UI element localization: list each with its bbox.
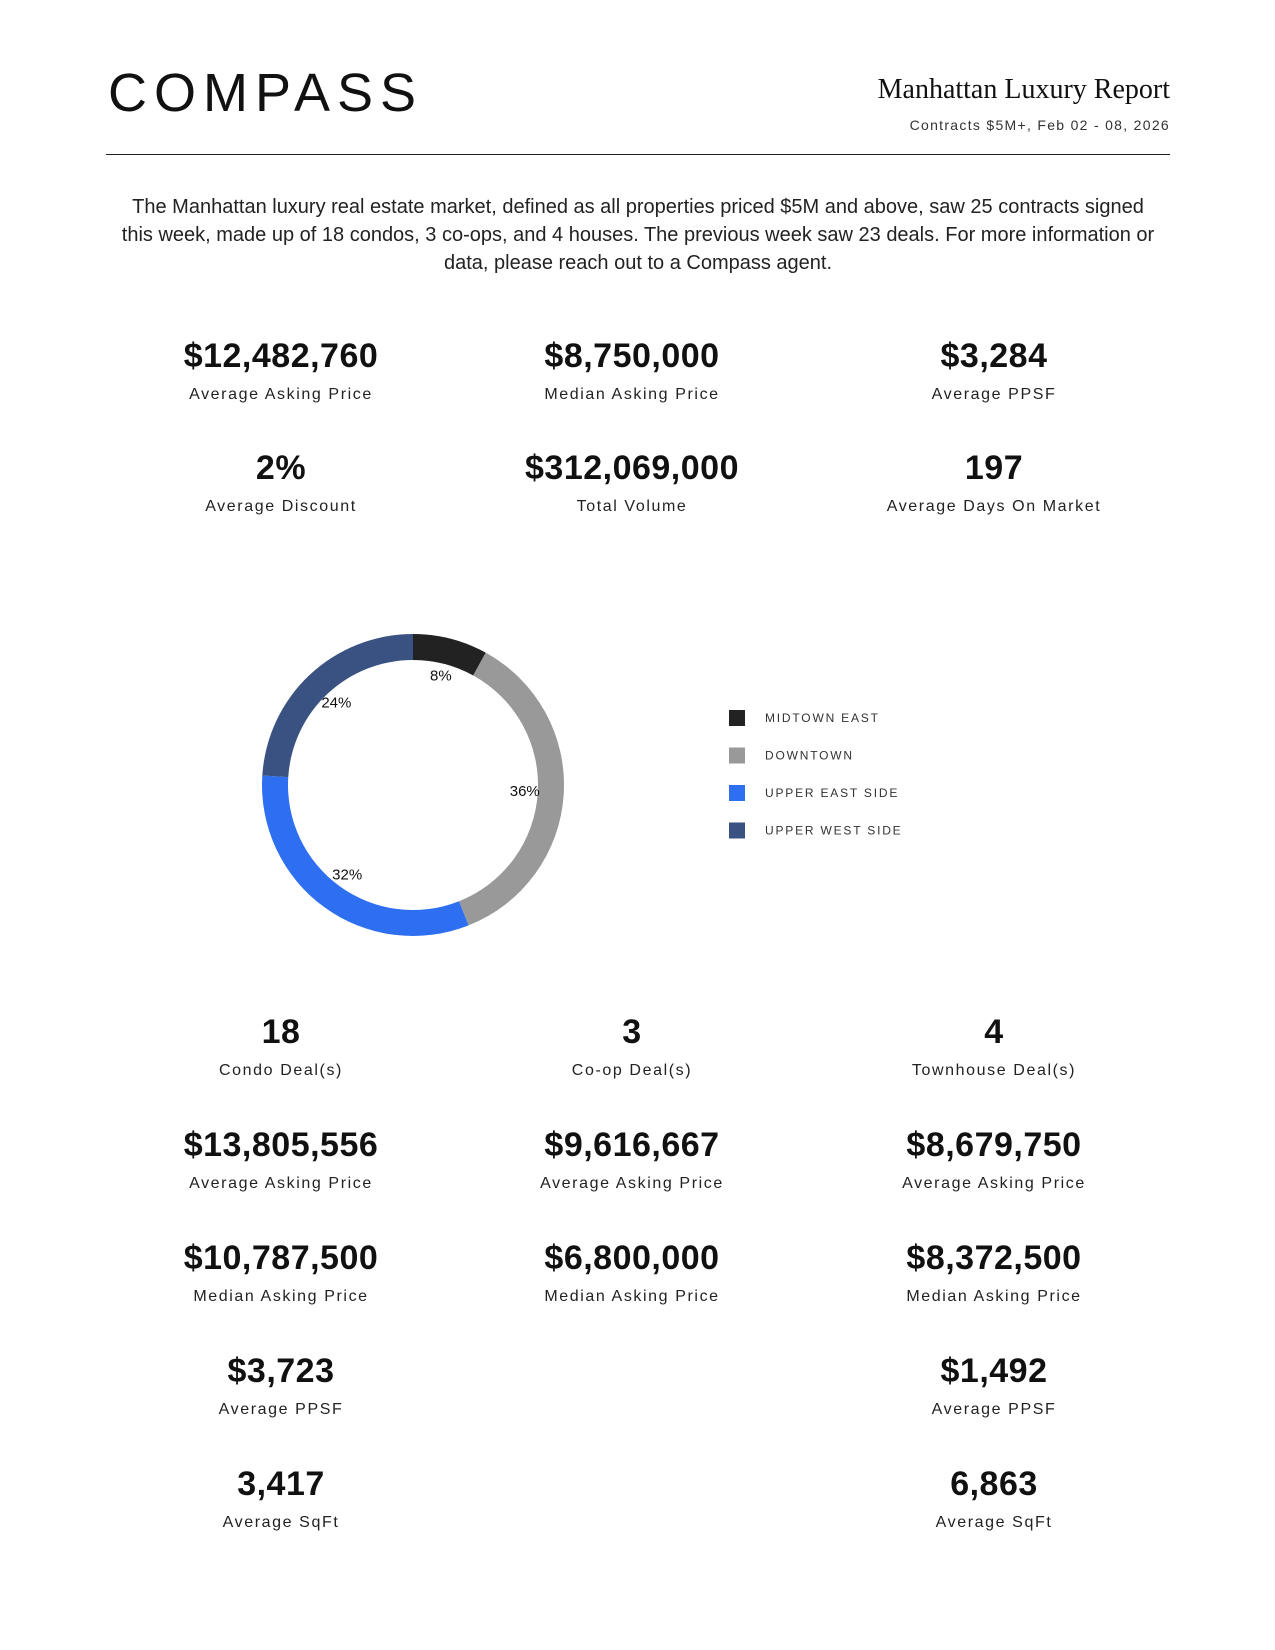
stat-value: $3,284 [940,337,1048,375]
stat-value: 4 [984,1013,1004,1051]
stat-label: Average SqFt [222,1514,340,1531]
legend-swatch [729,747,745,764]
stat: $8,750,000 Median Asking Price [472,336,792,404]
stat-label: Average PPSF [931,1401,1057,1418]
stat: 4 Townhouse Deal(s) [834,1012,1154,1080]
stat: $312,069,000 Total Volume [472,448,792,516]
stat-value: 6,863 [950,1465,1038,1503]
legend-label: UPPER WEST SIDE [765,824,902,838]
stat-value: $3,723 [227,1352,335,1390]
stat-value: $6,800,000 [544,1239,720,1277]
stat-label: Average PPSF [931,386,1057,403]
donut-segment [262,775,469,936]
stat-label: Co-op Deal(s) [571,1062,693,1079]
legend-label: UPPER EAST SIDE [765,786,899,800]
stat-value: $13,805,556 [183,1126,379,1164]
stat-value: $8,750,000 [544,337,720,375]
stat-value: $8,372,500 [906,1239,1082,1277]
stat: $3,284 Average PPSF [834,336,1154,404]
stat-label: Average Asking Price [540,1175,724,1192]
donut-segment [459,652,564,926]
data-label: 8% [430,667,452,684]
stat-value: 2% [255,449,307,487]
stat-value: $9,616,667 [544,1126,720,1164]
stat-label: Average PPSF [218,1401,344,1418]
report-title: Manhattan Luxury Report [877,74,1170,105]
stat-value: $1,492 [940,1352,1048,1390]
data-label: 24% [321,694,351,711]
intro-text: The Manhattan luxury real estate market,… [121,196,1155,274]
stat: $8,679,750 Average Asking Price [834,1125,1154,1193]
stat-value: $312,069,000 [525,449,739,487]
stat: $8,372,500 Median Asking Price [834,1238,1154,1306]
stat: $3,723 Average PPSF [121,1351,441,1419]
stat: 3 Co-op Deal(s) [472,1012,792,1080]
stat-label: Median Asking Price [544,1288,720,1305]
stat-value: 3 [622,1013,642,1051]
stat-label: Total Volume [576,498,688,515]
stat-label: Average Asking Price [189,1175,373,1192]
stat-label: Average Days On Market [886,498,1102,515]
stat-label: Average SqFt [935,1514,1053,1531]
stat: $1,492 Average PPSF [834,1351,1154,1419]
logo: COMPASS [108,63,424,123]
legend-label: MIDTOWN EAST [765,711,880,725]
stat-label: Average Discount [205,498,357,515]
legend-label: DOWNTOWN [765,749,854,763]
stat-label: Condo Deal(s) [219,1062,343,1079]
stat-value: $10,787,500 [183,1239,379,1277]
stat: $6,800,000 Median Asking Price [472,1238,792,1306]
stat: $10,787,500 Median Asking Price [121,1238,441,1306]
stat-value: $12,482,760 [183,337,379,375]
donut-segment [413,634,486,676]
stat: $12,482,760 Average Asking Price [121,336,441,404]
stat-value: 3,417 [237,1465,325,1503]
stat: $9,616,667 Average Asking Price [472,1125,792,1193]
stat: 3,417 Average SqFt [121,1464,441,1532]
stat-label: Townhouse Deal(s) [911,1062,1077,1079]
stat: 2% Average Discount [121,448,441,516]
stat: 6,863 Average SqFt [834,1464,1154,1532]
legend-swatch [729,710,745,726]
legend-swatch [729,785,745,801]
stat: 197 Average Days On Market [834,448,1154,516]
donut-chart: 8% MIDTOWN EAST 36% DOWNTOWN 32% UPPER EAST S… [262,634,902,936]
stat-label: Average Asking Price [902,1175,1086,1192]
stat-value: 18 [261,1013,301,1051]
legend-swatch [729,822,745,839]
stat: 18 Condo Deal(s) [121,1012,441,1080]
data-label: 36% [510,783,540,800]
data-label: 32% [332,867,362,884]
stat-label: Median Asking Price [193,1288,369,1305]
stat-label: Median Asking Price [544,386,720,403]
stat: $13,805,556 Average Asking Price [121,1125,441,1193]
donut-segment [262,634,413,778]
report-subtitle: Contracts $5M+, Feb 02 - 08, 2026 [909,117,1170,133]
stat-value: 197 [964,449,1024,487]
stat-label: Average Asking Price [189,386,373,403]
stat-label: Median Asking Price [906,1288,1082,1305]
stat-value: $8,679,750 [906,1126,1082,1164]
divider [106,154,1170,155]
